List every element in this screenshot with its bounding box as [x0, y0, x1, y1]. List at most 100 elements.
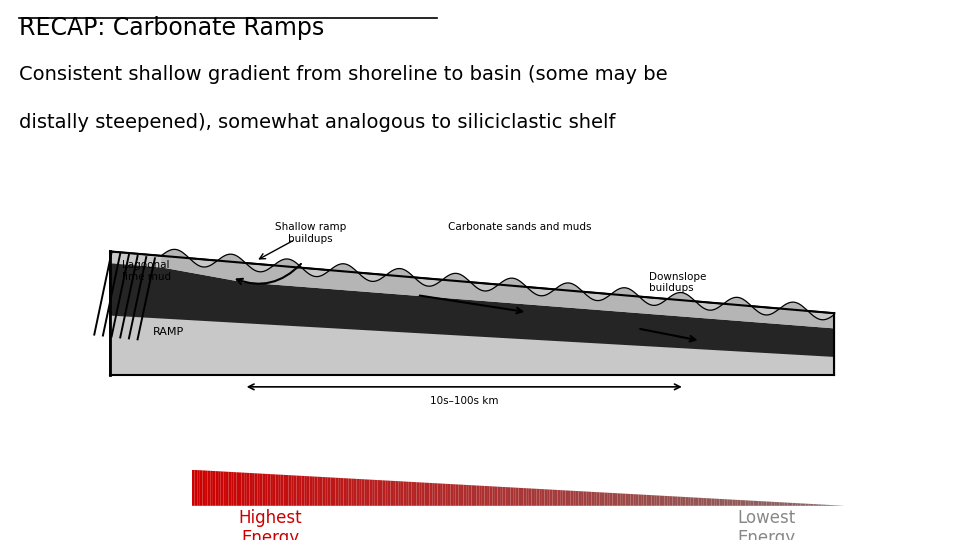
Polygon shape	[740, 500, 743, 506]
Polygon shape	[265, 474, 268, 506]
Text: Shallow ramp
buildups: Shallow ramp buildups	[276, 222, 347, 244]
Polygon shape	[722, 499, 725, 506]
Polygon shape	[367, 480, 370, 506]
Polygon shape	[672, 496, 675, 506]
Polygon shape	[417, 482, 420, 506]
Polygon shape	[325, 477, 327, 506]
Polygon shape	[393, 481, 396, 506]
Polygon shape	[301, 476, 304, 506]
Polygon shape	[537, 489, 540, 506]
Polygon shape	[320, 477, 323, 506]
Polygon shape	[482, 486, 485, 506]
Polygon shape	[701, 498, 704, 506]
Polygon shape	[192, 470, 195, 506]
Polygon shape	[678, 497, 681, 506]
Polygon shape	[414, 482, 417, 506]
Polygon shape	[805, 504, 808, 506]
Polygon shape	[432, 483, 435, 506]
Polygon shape	[500, 487, 503, 506]
Polygon shape	[822, 504, 824, 506]
Polygon shape	[516, 488, 518, 506]
Polygon shape	[576, 491, 579, 506]
Polygon shape	[247, 473, 250, 506]
Polygon shape	[495, 487, 497, 506]
Polygon shape	[558, 490, 561, 506]
Polygon shape	[798, 503, 801, 506]
Polygon shape	[224, 471, 226, 506]
Polygon shape	[521, 488, 523, 506]
Polygon shape	[401, 481, 403, 506]
Polygon shape	[717, 499, 719, 506]
Polygon shape	[667, 496, 670, 506]
Polygon shape	[620, 494, 623, 506]
Polygon shape	[239, 472, 242, 506]
Polygon shape	[450, 484, 453, 506]
Polygon shape	[497, 487, 500, 506]
Polygon shape	[370, 480, 372, 506]
Polygon shape	[276, 475, 278, 506]
Polygon shape	[341, 478, 344, 506]
Polygon shape	[424, 483, 427, 506]
Polygon shape	[351, 478, 354, 506]
Polygon shape	[221, 471, 224, 506]
Polygon shape	[707, 498, 709, 506]
Polygon shape	[297, 476, 300, 506]
Polygon shape	[468, 485, 471, 506]
Polygon shape	[766, 502, 769, 506]
Polygon shape	[675, 496, 678, 506]
Polygon shape	[758, 501, 761, 506]
Polygon shape	[257, 474, 260, 506]
Polygon shape	[242, 472, 244, 506]
Polygon shape	[664, 496, 667, 506]
Text: Consistent shallow gradient from shoreline to basin (some may be: Consistent shallow gradient from shoreli…	[19, 65, 668, 84]
Polygon shape	[273, 474, 276, 506]
Polygon shape	[588, 492, 591, 506]
Polygon shape	[719, 499, 722, 506]
Polygon shape	[348, 478, 351, 506]
Polygon shape	[654, 495, 657, 506]
Polygon shape	[388, 481, 391, 506]
Polygon shape	[605, 492, 607, 506]
Polygon shape	[359, 479, 362, 506]
Polygon shape	[197, 470, 200, 506]
Polygon shape	[458, 484, 461, 506]
Polygon shape	[250, 473, 252, 506]
Polygon shape	[411, 482, 414, 506]
Polygon shape	[476, 485, 479, 506]
Polygon shape	[231, 472, 234, 506]
Polygon shape	[831, 505, 834, 506]
Polygon shape	[383, 480, 385, 506]
Polygon shape	[333, 477, 336, 506]
Polygon shape	[570, 491, 573, 506]
Polygon shape	[737, 500, 740, 506]
Text: RECAP: Carbonate Ramps: RECAP: Carbonate Ramps	[19, 16, 324, 40]
Polygon shape	[801, 503, 803, 506]
Polygon shape	[508, 487, 511, 506]
Polygon shape	[634, 494, 636, 506]
Polygon shape	[683, 497, 685, 506]
Polygon shape	[226, 471, 228, 506]
Text: Lagoonal
lime mud: Lagoonal lime mud	[122, 260, 171, 281]
Polygon shape	[430, 483, 432, 506]
Polygon shape	[696, 497, 699, 506]
Polygon shape	[244, 472, 247, 506]
Polygon shape	[670, 496, 672, 506]
Polygon shape	[711, 498, 714, 506]
Polygon shape	[816, 504, 819, 506]
Polygon shape	[834, 505, 837, 506]
Polygon shape	[780, 502, 782, 506]
Text: distally steepened), somewhat analogous to siliciclastic shelf: distally steepened), somewhat analogous …	[19, 113, 615, 132]
Polygon shape	[110, 264, 834, 357]
Polygon shape	[377, 480, 380, 506]
Polygon shape	[829, 505, 831, 506]
Polygon shape	[346, 478, 348, 506]
Polygon shape	[660, 496, 662, 506]
Polygon shape	[534, 489, 537, 506]
Polygon shape	[540, 489, 541, 506]
Polygon shape	[200, 470, 203, 506]
Polygon shape	[699, 498, 701, 506]
Text: RAMP: RAMP	[154, 327, 184, 337]
Polygon shape	[307, 476, 309, 506]
Polygon shape	[775, 502, 777, 506]
Polygon shape	[704, 498, 707, 506]
